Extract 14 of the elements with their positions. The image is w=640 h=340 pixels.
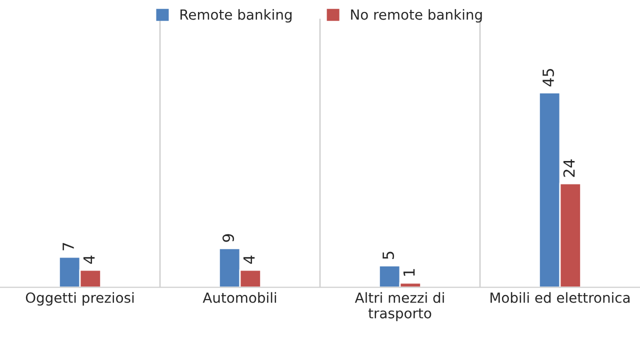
data-label: 45 <box>542 69 554 86</box>
data-label: 7 <box>62 243 74 250</box>
data-label: 4 <box>243 256 255 264</box>
data-label: 4 <box>83 256 95 264</box>
data-label: 24 <box>563 159 575 177</box>
data-label: 1 <box>403 269 415 276</box>
legend-label: Remote banking <box>180 9 292 23</box>
x-tick-label: Mobili ed elettronica <box>490 292 630 303</box>
x-tick-label: Automobili <box>202 292 276 303</box>
x-tick-label: Altri mezzi di trasporto <box>354 292 444 322</box>
legend-label: No remote banking <box>351 9 482 23</box>
data-label: 9 <box>222 234 234 242</box>
x-tick-label: Oggetti preziosi <box>26 292 134 306</box>
data-label: 5 <box>382 252 394 259</box>
